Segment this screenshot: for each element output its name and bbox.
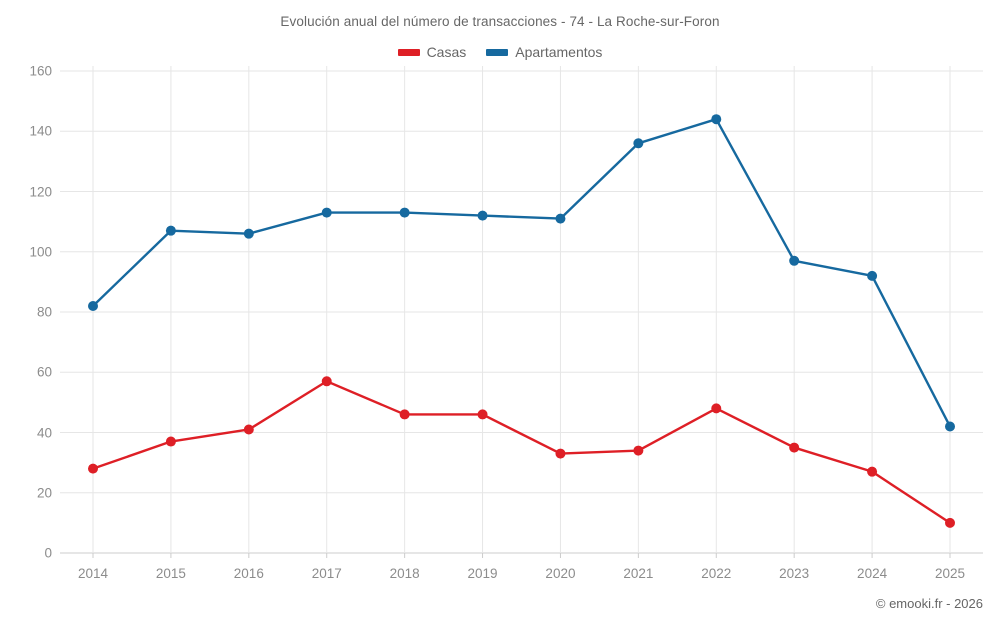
x-axis-tick-labels: 2014 2015 2016 2017 2018 2019 2020 2021 2022 2023… xyxy=(60,566,983,590)
footer-credit: © emooki.fr - 2026 xyxy=(875,596,983,611)
data-point-marker[interactable] xyxy=(321,376,332,387)
chart-plot-svg xyxy=(60,66,983,558)
x-axis-tick-label: 2014 xyxy=(77,566,109,581)
plot-area xyxy=(60,66,983,558)
data-point-marker[interactable] xyxy=(789,442,800,453)
data-point-marker[interactable] xyxy=(555,213,566,224)
data-point-marker[interactable] xyxy=(789,255,800,266)
data-point-marker[interactable] xyxy=(399,207,410,218)
legend-swatch-icon xyxy=(486,48,509,56)
legend-swatch-icon xyxy=(397,48,420,56)
legend-item-2[interactable]: Apartamentos xyxy=(486,44,602,60)
y-axis-tick-labels: 0 20 40 60 80 100 120 140 160 xyxy=(0,63,52,561)
y-axis-tick-label: 60 xyxy=(36,364,52,380)
data-point-marker[interactable] xyxy=(633,138,644,149)
x-axis-tick-label: 2023 xyxy=(779,566,810,581)
x-axis-tick-label: 2015 xyxy=(155,566,186,581)
data-point-marker[interactable] xyxy=(88,463,98,474)
data-point-marker[interactable] xyxy=(477,409,488,420)
x-axis-tick-label: 2025 xyxy=(934,566,966,581)
data-point-marker[interactable] xyxy=(243,228,254,239)
x-axis-tick-label: 2021 xyxy=(623,566,654,581)
data-point-marker[interactable] xyxy=(477,210,488,221)
legend-item-1[interactable]: Casas xyxy=(397,44,467,60)
y-axis-tick-label: 0 xyxy=(44,545,52,561)
x-axis-tick-label: 2016 xyxy=(233,566,264,581)
data-point-marker[interactable] xyxy=(867,270,878,281)
y-axis-tick-label: 120 xyxy=(29,184,52,199)
y-axis-tick-label: 100 xyxy=(29,244,52,260)
y-axis-tick-label: 80 xyxy=(36,304,52,320)
data-point-marker[interactable] xyxy=(399,409,410,420)
y-axis-tick-label: 20 xyxy=(36,485,52,501)
data-point-marker[interactable] xyxy=(243,424,254,435)
data-point-marker[interactable] xyxy=(711,114,722,125)
data-point-marker[interactable] xyxy=(555,448,566,459)
data-point-marker[interactable] xyxy=(88,300,98,311)
chart-title: Evolución anual del número de transaccio… xyxy=(280,14,720,29)
y-axis-tick-label: 140 xyxy=(29,123,52,139)
data-point-marker[interactable] xyxy=(867,466,878,477)
x-axis-tick-label: 2022 xyxy=(701,566,732,581)
legend-label: Apartamentos xyxy=(515,44,603,60)
y-axis-tick-label: 160 xyxy=(29,63,52,79)
y-axis-tick-label: 40 xyxy=(36,425,52,440)
legend-label: Casas xyxy=(426,44,467,60)
x-axis-tick-label: 2020 xyxy=(545,566,576,581)
data-point-marker[interactable] xyxy=(711,403,722,414)
data-point-marker[interactable] xyxy=(321,207,332,218)
x-axis-tick-label: 2019 xyxy=(467,566,498,581)
data-point-marker[interactable] xyxy=(945,517,955,528)
data-point-marker[interactable] xyxy=(165,225,176,236)
chart-legend: Casas Apartamentos xyxy=(0,44,1000,60)
series-line-2 xyxy=(91,118,952,428)
x-axis-tick-label: 2017 xyxy=(311,566,342,581)
data-point-marker[interactable] xyxy=(945,421,955,432)
data-point-marker[interactable] xyxy=(633,445,644,456)
series-line-1 xyxy=(91,380,952,525)
x-axis-tick-label: 2024 xyxy=(857,566,888,581)
x-axis-tick-label: 2018 xyxy=(389,566,420,581)
data-point-marker[interactable] xyxy=(165,436,176,447)
